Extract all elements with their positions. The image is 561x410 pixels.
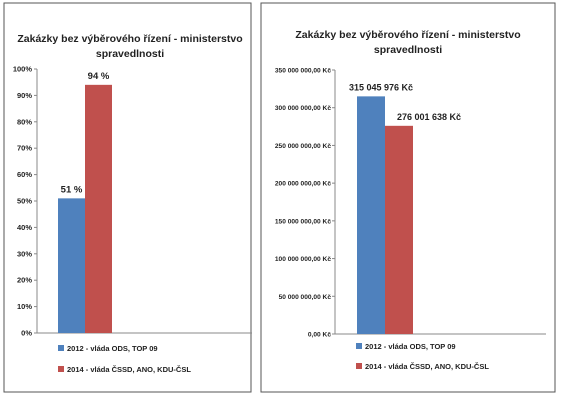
chart-title-line: spravedlnosti [374, 44, 442, 56]
legend-swatch [58, 366, 64, 372]
y-tick-label: 50 000 000,00 Kč [279, 294, 332, 301]
y-tick-label: 150 000 000,00 Kč [275, 218, 331, 225]
legend-label: 2014 - vláda ČSSD, ANO, KDU-ČSL [67, 365, 191, 374]
legend-label: 2012 - vláda ODS, TOP 09 [67, 344, 158, 353]
data-label: 276 001 638 Kč [397, 112, 461, 122]
y-tick-label: 80% [17, 117, 32, 126]
y-tick-label: 0% [21, 329, 32, 338]
legend-swatch [356, 343, 362, 349]
y-tick-label: 300 000 000,00 Kč [275, 105, 331, 112]
y-tick-label: 20% [17, 276, 32, 285]
chart-title-line: spravedlnosti [96, 48, 164, 60]
data-label: 315 045 976 Kč [349, 82, 413, 92]
legend-swatch [356, 363, 362, 369]
legend-swatch [58, 345, 64, 351]
y-tick-label: 50% [17, 197, 32, 206]
bar-series-2 [385, 125, 413, 334]
chart-title-line: Zakázky bez výběrového řízení - minister… [295, 29, 520, 41]
y-tick-label: 200 000 000,00 Kč [275, 181, 331, 188]
y-tick-label: 350 000 000,00 Kč [275, 68, 331, 75]
bar-series-1 [357, 96, 385, 334]
chart-2: Zakázky bez výběrového řízení - minister… [260, 2, 556, 393]
y-tick-label: 250 000 000,00 Kč [275, 143, 331, 150]
y-tick-label: 30% [17, 249, 32, 258]
y-tick-label: 100 000 000,00 Kč [275, 256, 331, 263]
y-tick-label: 60% [17, 170, 32, 179]
y-tick-label: 70% [17, 144, 32, 153]
bar-series-1 [58, 198, 85, 333]
bar-series-2 [85, 84, 112, 333]
y-tick-label: 0,00 Kč [308, 332, 331, 339]
y-tick-label: 90% [17, 91, 32, 100]
data-label: 51 % [61, 184, 83, 195]
y-tick-label: 100% [13, 65, 33, 74]
y-tick-label: 40% [17, 223, 32, 232]
legend-label: 2014 - vláda ČSSD, ANO, KDU-ČSL [365, 362, 489, 371]
chart-1: Zakázky bez výběrového řízení - minister… [3, 2, 252, 393]
chart-frame [3, 2, 252, 393]
data-label: 94 % [88, 71, 110, 82]
y-tick-label: 10% [17, 302, 32, 311]
chart-title-line: Zakázky bez výběrového řízení - minister… [17, 33, 242, 45]
legend-label: 2012 - vláda ODS, TOP 09 [365, 342, 456, 351]
